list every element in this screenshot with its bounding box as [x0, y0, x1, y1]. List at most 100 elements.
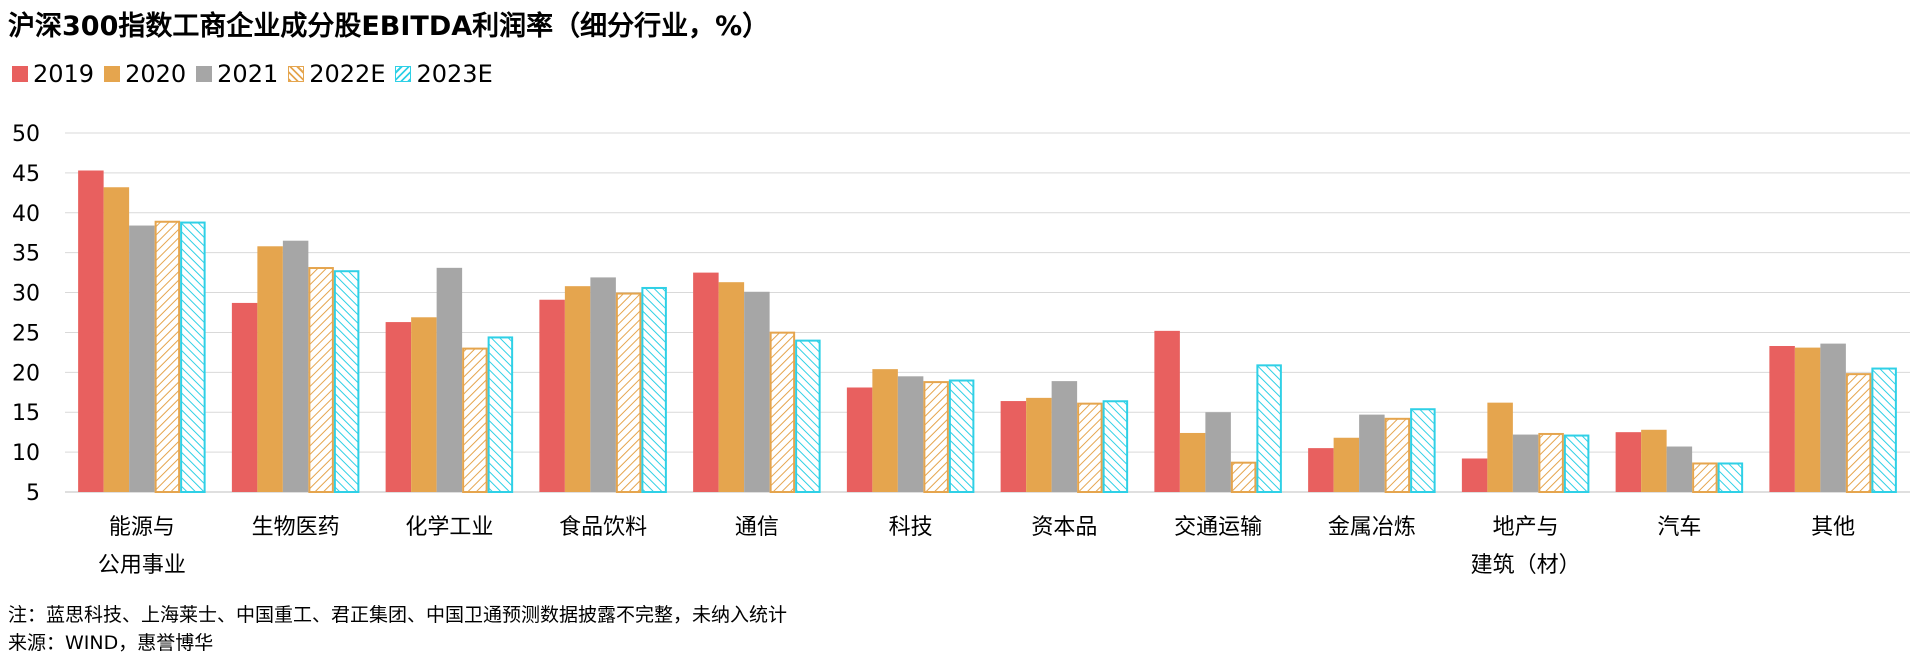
x-tick-label: 公用事业 — [98, 553, 186, 578]
bar-2023e-4 — [795, 339, 821, 493]
source-note: 来源：WIND，惠誉博华 — [8, 632, 214, 654]
bar-2022e-9 — [1538, 432, 1564, 494]
y-axis: 5 10 15 20 25 30 35 40 45 50 — [12, 122, 40, 506]
bar-2021-4 — [744, 291, 770, 492]
y-tick-label: 15 — [12, 401, 40, 426]
bar-2019-0 — [78, 170, 104, 493]
bar-2022e-10 — [1692, 462, 1718, 493]
legend-swatch — [196, 66, 213, 82]
y-tick-label: 5 — [26, 481, 40, 506]
bar-2020-9 — [1487, 402, 1513, 492]
legend-item-2022e: 2022E — [288, 62, 385, 86]
bar-2020-8 — [1333, 437, 1360, 492]
legend-swatch — [12, 66, 28, 82]
legend-item-2021: 2021 — [196, 62, 278, 86]
bar-2020-6 — [1026, 397, 1052, 492]
bar-2019-5 — [846, 387, 873, 492]
bar-2023e-9 — [1563, 434, 1590, 493]
bar-2019-6 — [1000, 401, 1027, 492]
bar-2020-0 — [103, 187, 130, 492]
bar-2021-11 — [1820, 343, 1846, 492]
bar-2019-9 — [1461, 458, 1488, 492]
bar-2019-10 — [1615, 432, 1642, 492]
y-tick-label: 20 — [12, 361, 40, 386]
bar-2019-4 — [693, 272, 719, 492]
y-tick-label: 30 — [12, 282, 40, 307]
legend-swatch — [288, 66, 305, 82]
bar-2021-3 — [590, 277, 616, 492]
legend-swatch — [104, 66, 121, 82]
x-tick-label: 汽车 — [1657, 515, 1701, 540]
bar-2022e-6 — [1077, 402, 1103, 494]
bar-2021-2 — [436, 267, 463, 492]
bar-2021-1 — [282, 240, 309, 492]
bar-2020-3 — [564, 286, 591, 492]
bar-2022e-3 — [615, 292, 642, 493]
bar-2021-7 — [1205, 412, 1231, 492]
bar-2023e-10 — [1717, 462, 1744, 493]
legend-item-2019: 2019 — [12, 62, 94, 86]
bars — [78, 170, 1897, 494]
legend: 2019 2020 2021 2022E 2023E — [12, 62, 503, 86]
bar-2020-5 — [872, 369, 898, 492]
bar-2022e-2 — [462, 347, 488, 494]
bar-2021-10 — [1666, 446, 1693, 492]
x-tick-label: 化学工业 — [405, 515, 493, 540]
bar-2022e-5 — [923, 381, 949, 493]
bar-2020-10 — [1641, 429, 1667, 492]
bar-2023e-11 — [1871, 367, 1897, 493]
bar-2023e-6 — [1102, 400, 1129, 493]
y-tick-label: 45 — [12, 162, 40, 187]
x-tick-label: 科技 — [889, 515, 933, 540]
bar-2021-6 — [1051, 381, 1078, 492]
legend-label: 2021 — [217, 60, 279, 88]
x-tick-label: 金属冶炼 — [1328, 515, 1416, 540]
bar-2019-8 — [1308, 448, 1334, 492]
x-tick-label: 生物医药 — [252, 515, 340, 540]
bar-2023e-3 — [641, 286, 667, 493]
y-tick-label: 10 — [12, 441, 40, 466]
bar-2020-1 — [257, 246, 283, 492]
bar-2019-11 — [1769, 346, 1795, 492]
bar-2023e-8 — [1410, 408, 1436, 494]
x-tick-label: 交通运输 — [1174, 515, 1262, 540]
bar-2019-7 — [1154, 330, 1180, 492]
legend-swatch — [395, 66, 412, 82]
bar-2022e-4 — [769, 331, 796, 493]
bar-2019-2 — [385, 322, 412, 492]
bar-2022e-7 — [1230, 461, 1257, 494]
bar-2022e-8 — [1384, 417, 1411, 494]
bar-2021-0 — [129, 225, 155, 492]
bar-2020-4 — [718, 282, 745, 492]
legend-label: 2020 — [125, 60, 187, 88]
y-tick-label: 40 — [12, 202, 40, 227]
bar-2021-8 — [1359, 414, 1385, 492]
x-tick-label: 建筑（材） — [1471, 553, 1581, 578]
bar-2021-5 — [897, 376, 924, 492]
bar-2019-3 — [539, 299, 565, 492]
footnote: 注：蓝思科技、上海莱士、中国重工、君正集团、中国卫通预测数据披露不完整，未纳入统… — [8, 604, 788, 626]
chart-title: 沪深300指数工商企业成分股EBITDA利润率（细分行业，%） — [8, 11, 770, 42]
x-tick-label: 地产与 — [1493, 515, 1559, 540]
legend-label: 2022E — [309, 60, 386, 88]
bar-2022e-0 — [154, 220, 181, 493]
bar-2023e-1 — [333, 270, 360, 493]
x-tick-label: 其他 — [1811, 515, 1855, 540]
y-tick-label: 35 — [12, 242, 40, 267]
y-tick-label: 50 — [12, 122, 40, 147]
bar-2023e-0 — [180, 221, 206, 493]
bar-2021-9 — [1512, 434, 1539, 492]
bar-2020-7 — [1179, 432, 1206, 492]
x-tick-label: 食品饮料 — [559, 515, 647, 540]
bar-2023e-2 — [487, 336, 514, 493]
x-tick-label: 资本品 — [1031, 515, 1097, 540]
bar-2022e-1 — [308, 267, 334, 493]
x-tick-label: 能源与 — [109, 515, 175, 540]
bar-2019-1 — [231, 302, 258, 492]
bar-2023e-7 — [1256, 364, 1282, 494]
legend-item-2023e: 2023E — [395, 62, 493, 86]
grid-lines — [65, 132, 1910, 493]
x-tick-label: 通信 — [735, 515, 779, 540]
